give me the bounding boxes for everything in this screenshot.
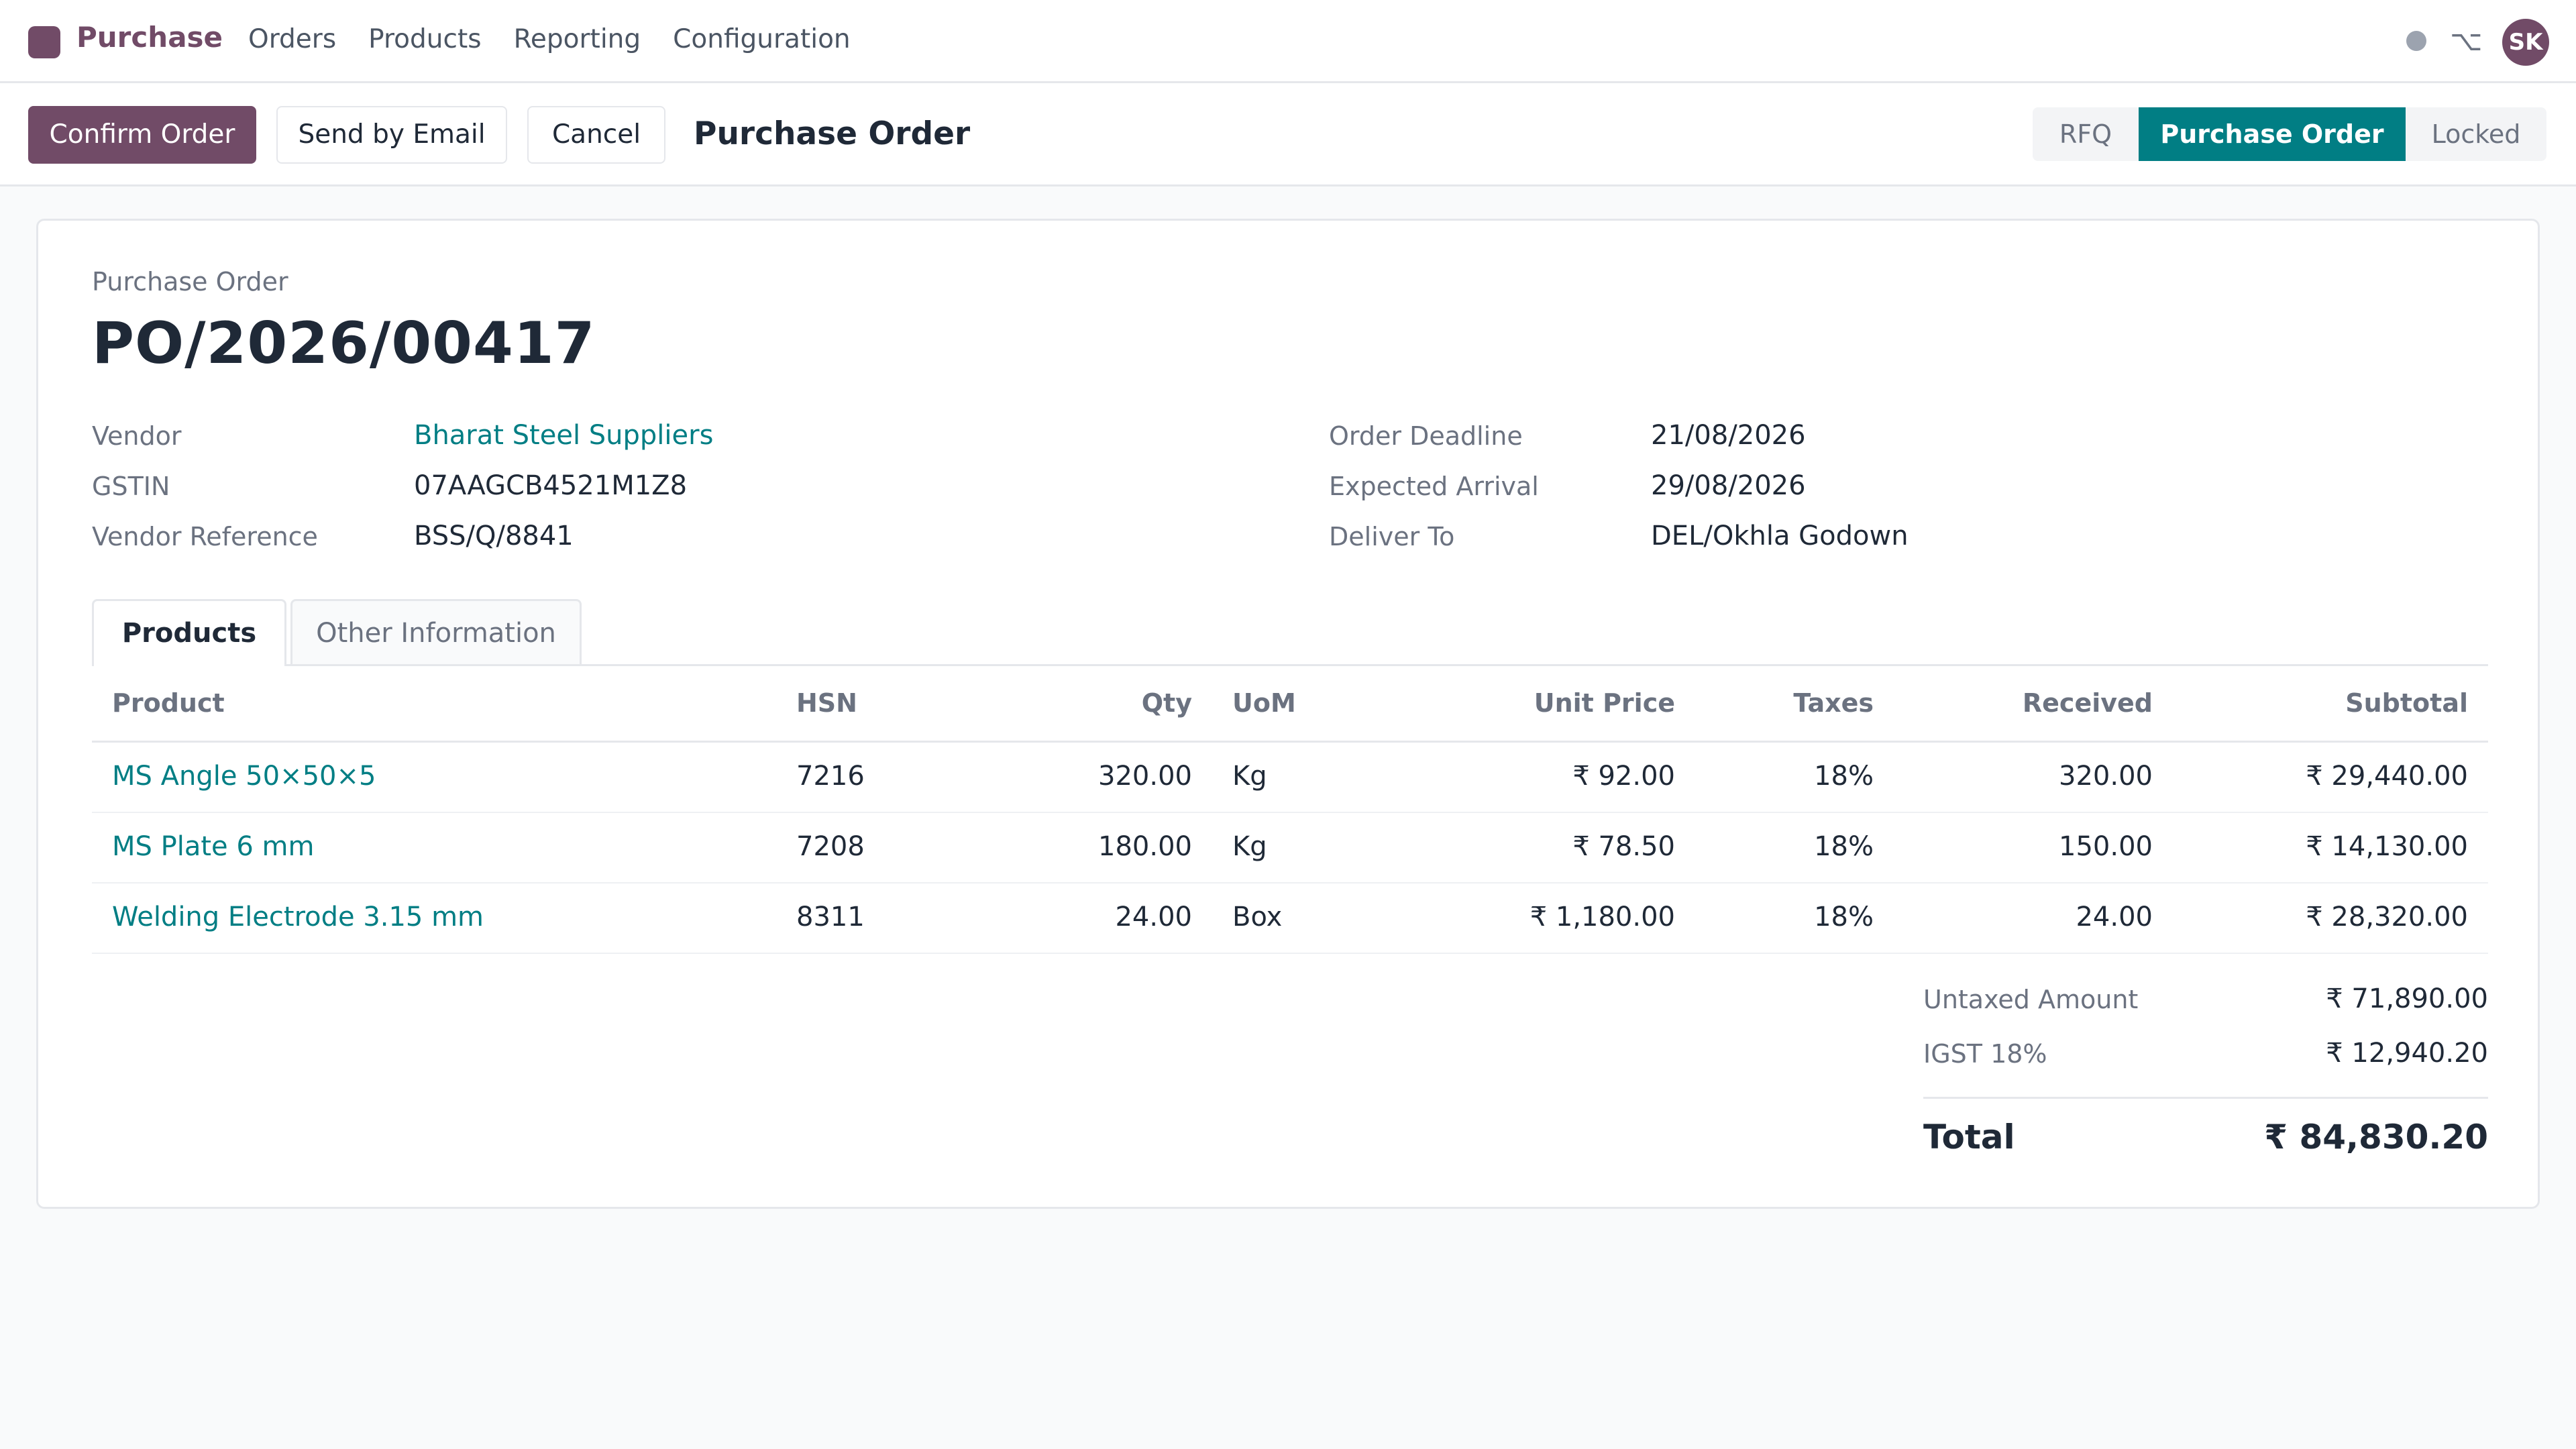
row-taxes: 18% [1814,902,1874,932]
row-subtotal: ₹ 14,130.00 [2306,831,2468,862]
menu-configuration[interactable]: Configuration [673,24,851,54]
row-qty: 24.00 [1115,902,1192,932]
tab-other-information[interactable]: Other Information [290,599,582,666]
control-panel: Confirm Order Send by Email Cancel Purch… [0,83,2576,186]
row-qty: 180.00 [1098,831,1192,862]
row-unit-price: ₹ 78.50 [1572,831,1675,862]
record-type-label: Purchase Order [92,267,288,297]
vendor-reference-label: Vendor Reference [92,522,318,551]
row-hsn: 8311 [796,902,865,932]
cancel-button[interactable]: Cancel [527,106,665,164]
gstin-label: GSTIN [92,472,170,501]
gstin-value: 07AAGCB4521M1Z8 [414,470,688,501]
user-avatar[interactable]: SK [2502,19,2549,66]
row-received: 24.00 [2076,902,2153,932]
order-deadline-value: 21/08/2026 [1651,420,1806,451]
top-navbar: Purchase Orders Products Reporting Confi… [0,0,2576,83]
table-row[interactable]: Welding Electrode 3.15 mm 8311 24.00 Box… [92,883,2488,954]
stage-rfq[interactable]: RFQ [2033,107,2139,161]
menu-orders[interactable]: Orders [248,24,337,54]
col-product[interactable]: Product [112,688,225,718]
col-received[interactable]: Received [2022,688,2153,718]
menu-reporting[interactable]: Reporting [513,24,641,54]
expected-arrival-value: 29/08/2026 [1651,470,1806,501]
stage-purchase-order[interactable]: Purchase Order [2139,107,2406,161]
shortcut-option-icon[interactable]: ⌥ [2450,24,2483,57]
row-uom: Box [1232,902,1283,932]
col-qty[interactable]: Qty [1141,688,1192,718]
tab-divider [92,664,2488,666]
send-by-email-button[interactable]: Send by Email [276,106,507,164]
row-uom: Kg [1232,831,1267,862]
row-uom: Kg [1232,761,1267,792]
col-hsn[interactable]: HSN [796,688,857,718]
activity-dot-icon[interactable] [2406,31,2426,51]
row-received: 150.00 [2059,831,2153,862]
record-name: PO/2026/00417 [92,310,596,377]
col-uom[interactable]: UoM [1232,688,1296,718]
total-value: ₹ 84,830.20 [2264,1118,2488,1157]
row-unit-price: ₹ 92.00 [1572,761,1675,792]
breadcrumb-title: Purchase Order [694,115,971,152]
row-hsn: 7216 [796,761,865,792]
table-row[interactable]: MS Plate 6 mm 7208 180.00 Kg ₹ 78.50 18%… [92,813,2488,883]
tab-products[interactable]: Products [92,599,286,666]
total-label: Total [1923,1118,2015,1157]
vendor-reference-value: BSS/Q/8841 [414,521,574,551]
deliver-to-label: Deliver To [1329,522,1455,551]
order-deadline-label: Order Deadline [1329,421,1523,451]
menu-products[interactable]: Products [368,24,482,54]
row-taxes: 18% [1814,761,1874,792]
purchase-app-icon[interactable] [28,26,60,58]
row-unit-price: ₹ 1,180.00 [1529,902,1675,932]
row-qty: 320.00 [1098,761,1192,792]
vendor-link[interactable]: Bharat Steel Suppliers [414,420,714,451]
stage-locked[interactable]: Locked [2406,107,2546,161]
row-hsn: 7208 [796,831,865,862]
col-taxes[interactable]: Taxes [1793,688,1874,718]
table-row[interactable]: MS Angle 50×50×5 7216 320.00 Kg ₹ 92.00 … [92,743,2488,813]
row-product[interactable]: Welding Electrode 3.15 mm [112,902,484,932]
totals-divider [1923,1097,2488,1099]
row-received: 320.00 [2059,761,2153,792]
expected-arrival-label: Expected Arrival [1329,472,1539,501]
row-product[interactable]: MS Angle 50×50×5 [112,761,376,792]
tax-value: ₹ 12,940.20 [2326,1038,2488,1069]
order-lines-table: Product HSN Qty UoM Unit Price Taxes Rec… [92,666,2488,954]
status-bar: RFQ Purchase Order Locked [2033,107,2546,161]
row-taxes: 18% [1814,831,1874,862]
tax-label: IGST 18% [1923,1039,2047,1069]
untaxed-amount-label: Untaxed Amount [1923,985,2139,1014]
form-sheet: Purchase Order PO/2026/00417 Vendor Bhar… [36,219,2540,1209]
app-name[interactable]: Purchase [76,21,223,54]
table-header: Product HSN Qty UoM Unit Price Taxes Rec… [92,666,2488,743]
row-product[interactable]: MS Plate 6 mm [112,831,315,862]
confirm-order-button[interactable]: Confirm Order [28,106,256,164]
row-subtotal: ₹ 29,440.00 [2306,761,2468,792]
untaxed-amount-value: ₹ 71,890.00 [2326,983,2488,1014]
main-menu: Orders Products Reporting Configuration [248,21,851,58]
deliver-to-value: DEL/Okhla Godown [1651,521,1909,551]
vendor-label: Vendor [92,421,182,451]
col-subtotal[interactable]: Subtotal [2345,688,2468,718]
col-unit-price[interactable]: Unit Price [1534,688,1675,718]
row-subtotal: ₹ 28,320.00 [2306,902,2468,932]
